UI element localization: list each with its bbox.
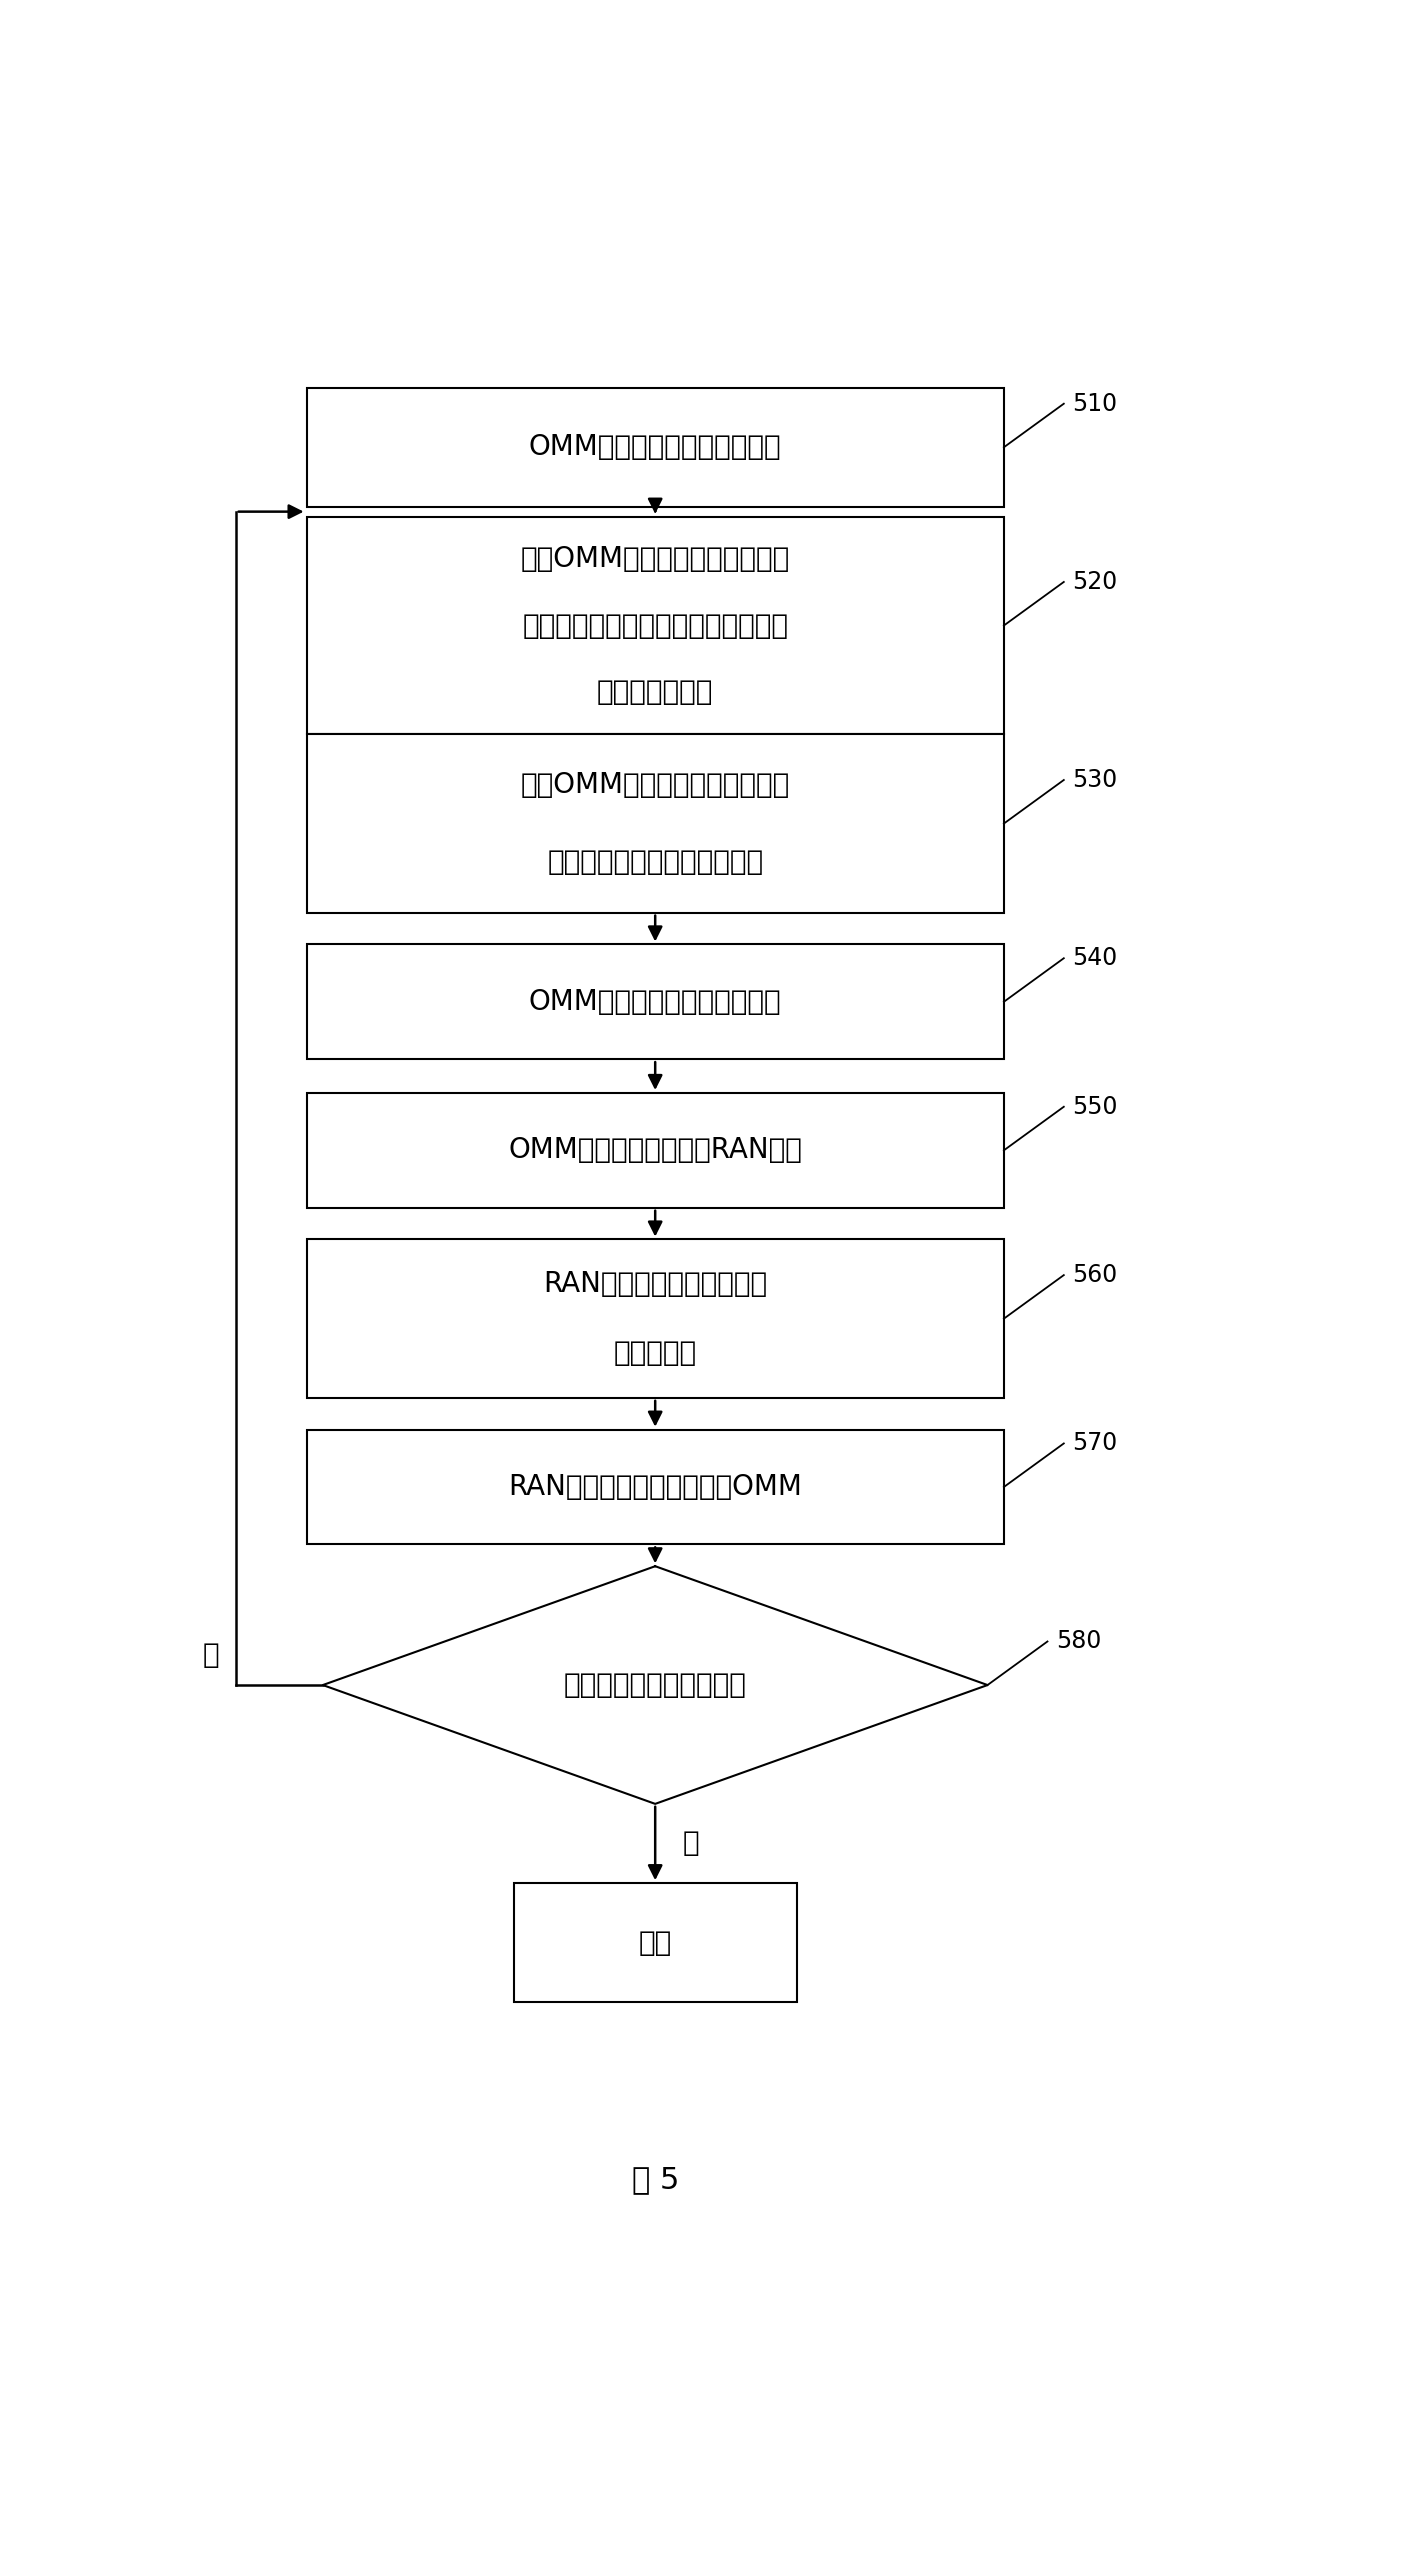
Text: 是: 是 [682, 1829, 699, 1857]
Text: 有小区配置载频及同步测量帧: 有小区配置载频及同步测量帧 [547, 849, 763, 877]
Text: 550: 550 [1073, 1096, 1118, 1119]
Text: RAN系统控制实施系统内的: RAN系统控制实施系统内的 [543, 1271, 768, 1299]
Polygon shape [323, 1566, 987, 1803]
FancyBboxPatch shape [307, 1093, 1004, 1209]
Text: 图 5: 图 5 [631, 2166, 679, 2194]
Text: 520: 520 [1073, 571, 1118, 594]
Text: 510: 510 [1073, 391, 1118, 417]
FancyBboxPatch shape [307, 1430, 1004, 1543]
Text: OMM配置系统自干扰检测范围: OMM配置系统自干扰检测范围 [529, 432, 782, 460]
Text: 自干扰检测: 自干扰检测 [613, 1340, 697, 1368]
Text: 结束: 结束 [638, 1929, 672, 1957]
FancyBboxPatch shape [307, 388, 1004, 507]
Text: 570: 570 [1073, 1433, 1118, 1456]
Text: OMM配置发射时隙和接收时隙: OMM配置发射时隙和接收时隙 [529, 988, 782, 1016]
Text: 是否遍历所有待检小区？: 是否遍历所有待检小区？ [564, 1672, 747, 1700]
Text: 530: 530 [1073, 769, 1118, 792]
FancyBboxPatch shape [307, 1240, 1004, 1399]
FancyBboxPatch shape [307, 944, 1004, 1060]
FancyBboxPatch shape [307, 517, 1004, 736]
Text: 560: 560 [1073, 1263, 1118, 1286]
Text: OMM将配置信息传送给RAN系统: OMM将配置信息传送给RAN系统 [508, 1137, 803, 1165]
Text: RAN系统将检测结果上报给OMM: RAN系统将检测结果上报给OMM [508, 1474, 803, 1502]
Text: 配置为接收小区: 配置为接收小区 [598, 676, 713, 705]
FancyBboxPatch shape [513, 1883, 797, 2001]
Text: 540: 540 [1073, 946, 1118, 970]
Text: 通过OMM后台在上述指定的区域: 通过OMM后台在上述指定的区域 [520, 545, 790, 574]
Text: 范围内配置唯一发射小区，其它小区: 范围内配置唯一发射小区，其它小区 [522, 612, 789, 640]
FancyBboxPatch shape [307, 736, 1004, 913]
Text: 通过OMM后台为检测范围内的所: 通过OMM后台为检测范围内的所 [520, 772, 790, 800]
Text: 580: 580 [1056, 1631, 1101, 1654]
Text: 否: 否 [202, 1641, 219, 1669]
